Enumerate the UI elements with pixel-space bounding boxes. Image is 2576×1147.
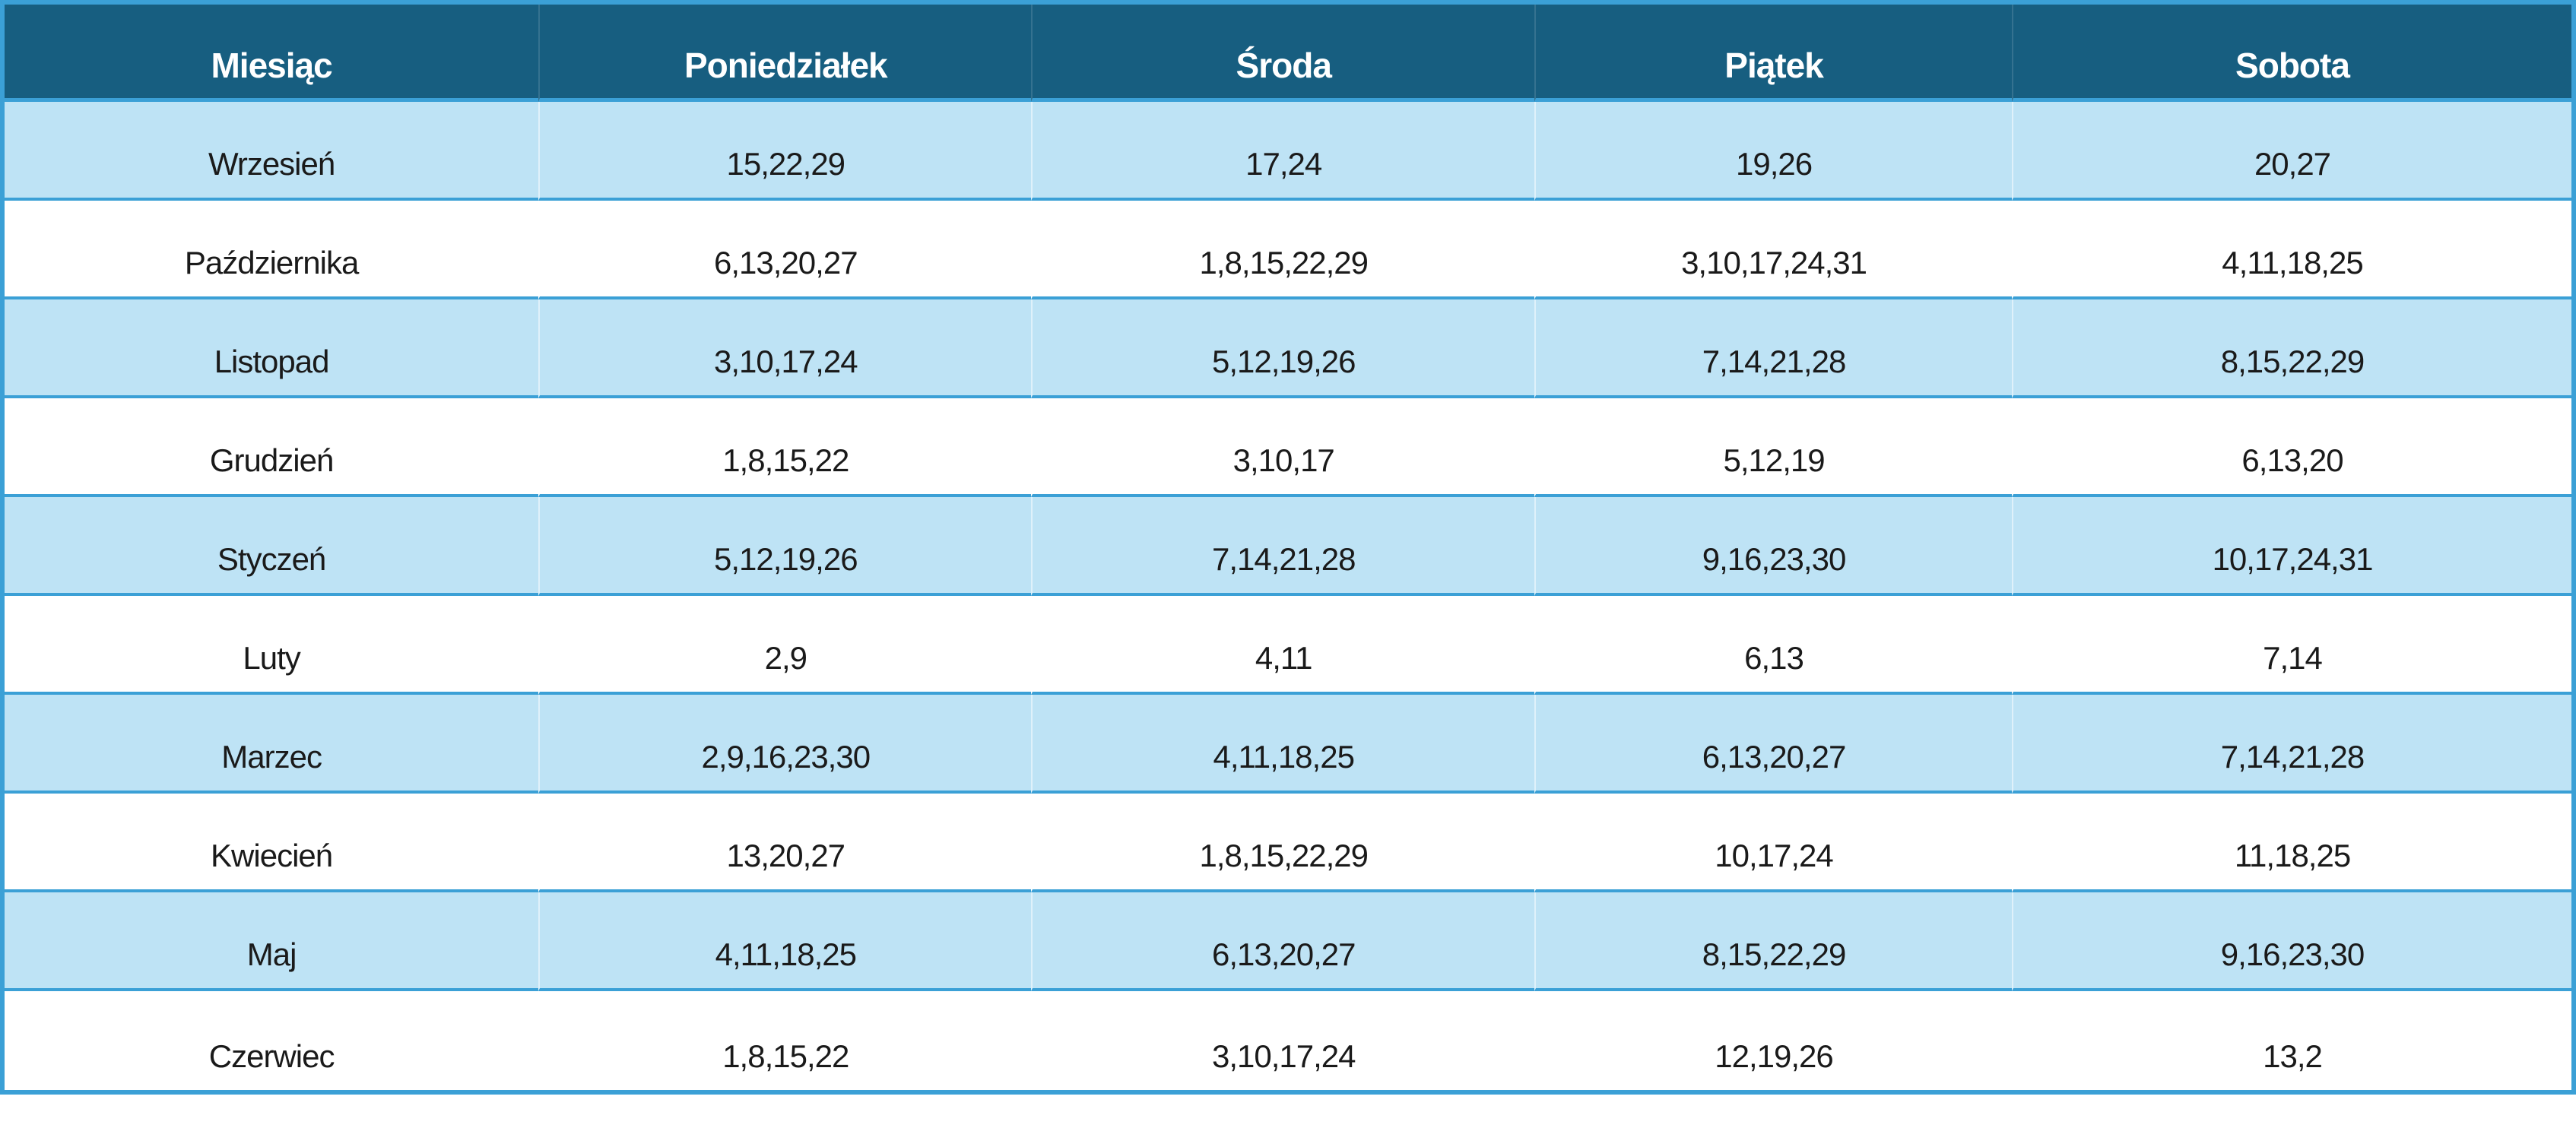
- days-cell: 10,17,24,31: [2012, 497, 2571, 596]
- days-cell: 1,8,15,22: [538, 991, 1032, 1090]
- days-cell: 7,14,21,28: [2012, 695, 2571, 794]
- days-cell: 4,11,18,25: [538, 892, 1032, 991]
- days-cell: 5,12,19: [1534, 398, 2012, 497]
- month-cell: Października: [5, 201, 539, 299]
- table-row: Maj 4,11,18,25 6,13,20,27 8,15,22,29 9,1…: [5, 892, 2571, 991]
- column-header-sroda: Środa: [1031, 5, 1535, 102]
- days-cell: 7,14: [2012, 596, 2571, 695]
- days-cell: 5,12,19,26: [538, 497, 1032, 596]
- table-row: Styczeń 5,12,19,26 7,14,21,28 9,16,23,30…: [5, 497, 2571, 596]
- month-cell: Styczeń: [5, 497, 539, 596]
- days-cell: 9,16,23,30: [1534, 497, 2012, 596]
- column-header-piatek: Piątek: [1534, 5, 2012, 102]
- column-header-poniedzialek: Poniedziałek: [538, 5, 1032, 102]
- table-row: Luty 2,9 4,11 6,13 7,14: [5, 596, 2571, 695]
- table-row: Czerwiec 1,8,15,22 3,10,17,24 12,19,26 1…: [5, 991, 2571, 1090]
- month-cell: Maj: [5, 892, 539, 991]
- days-cell: 10,17,24: [1534, 794, 2012, 892]
- days-cell: 3,10,17,24: [538, 299, 1032, 398]
- days-cell: 12,19,26: [1534, 991, 2012, 1090]
- days-cell: 5,12,19,26: [1031, 299, 1535, 398]
- month-cell: Listopad: [5, 299, 539, 398]
- days-cell: 7,14,21,28: [1031, 497, 1535, 596]
- month-cell: Czerwiec: [5, 991, 539, 1090]
- month-cell: Kwiecień: [5, 794, 539, 892]
- column-header-sobota: Sobota: [2012, 5, 2571, 102]
- days-cell: 7,14,21,28: [1534, 299, 2012, 398]
- days-cell: 6,13: [1534, 596, 2012, 695]
- days-cell: 4,11: [1031, 596, 1535, 695]
- days-cell: 3,10,17,24: [1031, 991, 1535, 1090]
- month-cell: Grudzień: [5, 398, 539, 497]
- days-cell: 3,10,17: [1031, 398, 1535, 497]
- days-cell: 2,9: [538, 596, 1032, 695]
- days-cell: 13,2: [2012, 991, 2571, 1090]
- header-row: Miesiąc Poniedziałek Środa Piątek Sobota: [5, 5, 2571, 102]
- days-cell: 2,9,16,23,30: [538, 695, 1032, 794]
- column-header-miesiac: Miesiąc: [5, 5, 539, 102]
- table-row: Wrzesień 15,22,29 17,24 19,26 20,27: [5, 102, 2571, 201]
- days-cell: 11,18,25: [2012, 794, 2571, 892]
- days-cell: 1,8,15,22,29: [1031, 794, 1535, 892]
- days-cell: 6,13,20,27: [1031, 892, 1535, 991]
- days-cell: 15,22,29: [538, 102, 1032, 201]
- days-cell: 4,11,18,25: [2012, 201, 2571, 299]
- table-row: Marzec 2,9,16,23,30 4,11,18,25 6,13,20,2…: [5, 695, 2571, 794]
- days-cell: 3,10,17,24,31: [1534, 201, 2012, 299]
- days-cell: 13,20,27: [538, 794, 1032, 892]
- days-cell: 6,13,20,27: [1534, 695, 2012, 794]
- schedule-table: Miesiąc Poniedziałek Środa Piątek Sobota…: [0, 0, 2576, 1095]
- days-cell: 19,26: [1534, 102, 2012, 201]
- days-cell: 6,13,20,27: [538, 201, 1032, 299]
- days-cell: 20,27: [2012, 102, 2571, 201]
- days-cell: 1,8,15,22: [538, 398, 1032, 497]
- days-cell: 17,24: [1031, 102, 1535, 201]
- table-row: Października 6,13,20,27 1,8,15,22,29 3,1…: [5, 201, 2571, 299]
- days-cell: 6,13,20: [2012, 398, 2571, 497]
- days-cell: 1,8,15,22,29: [1031, 201, 1535, 299]
- days-cell: 9,16,23,30: [2012, 892, 2571, 991]
- days-cell: 8,15,22,29: [2012, 299, 2571, 398]
- month-cell: Marzec: [5, 695, 539, 794]
- table-row: Listopad 3,10,17,24 5,12,19,26 7,14,21,2…: [5, 299, 2571, 398]
- table-row: Grudzień 1,8,15,22 3,10,17 5,12,19 6,13,…: [5, 398, 2571, 497]
- days-cell: 4,11,18,25: [1031, 695, 1535, 794]
- days-cell: 8,15,22,29: [1534, 892, 2012, 991]
- month-cell: Wrzesień: [5, 102, 539, 201]
- table-row: Kwiecień 13,20,27 1,8,15,22,29 10,17,24 …: [5, 794, 2571, 892]
- month-cell: Luty: [5, 596, 539, 695]
